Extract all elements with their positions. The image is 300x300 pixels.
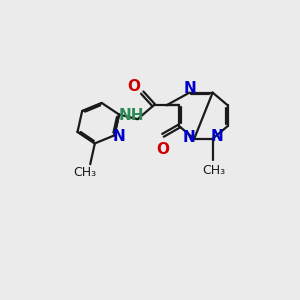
Text: N: N: [211, 129, 224, 144]
Text: O: O: [127, 79, 140, 94]
Text: N: N: [183, 130, 196, 145]
Text: CH₃: CH₃: [202, 164, 225, 177]
Text: NH: NH: [119, 108, 145, 123]
Text: CH₃: CH₃: [73, 166, 96, 179]
Text: O: O: [157, 142, 169, 157]
Text: N: N: [183, 81, 196, 96]
Text: N: N: [113, 129, 125, 144]
